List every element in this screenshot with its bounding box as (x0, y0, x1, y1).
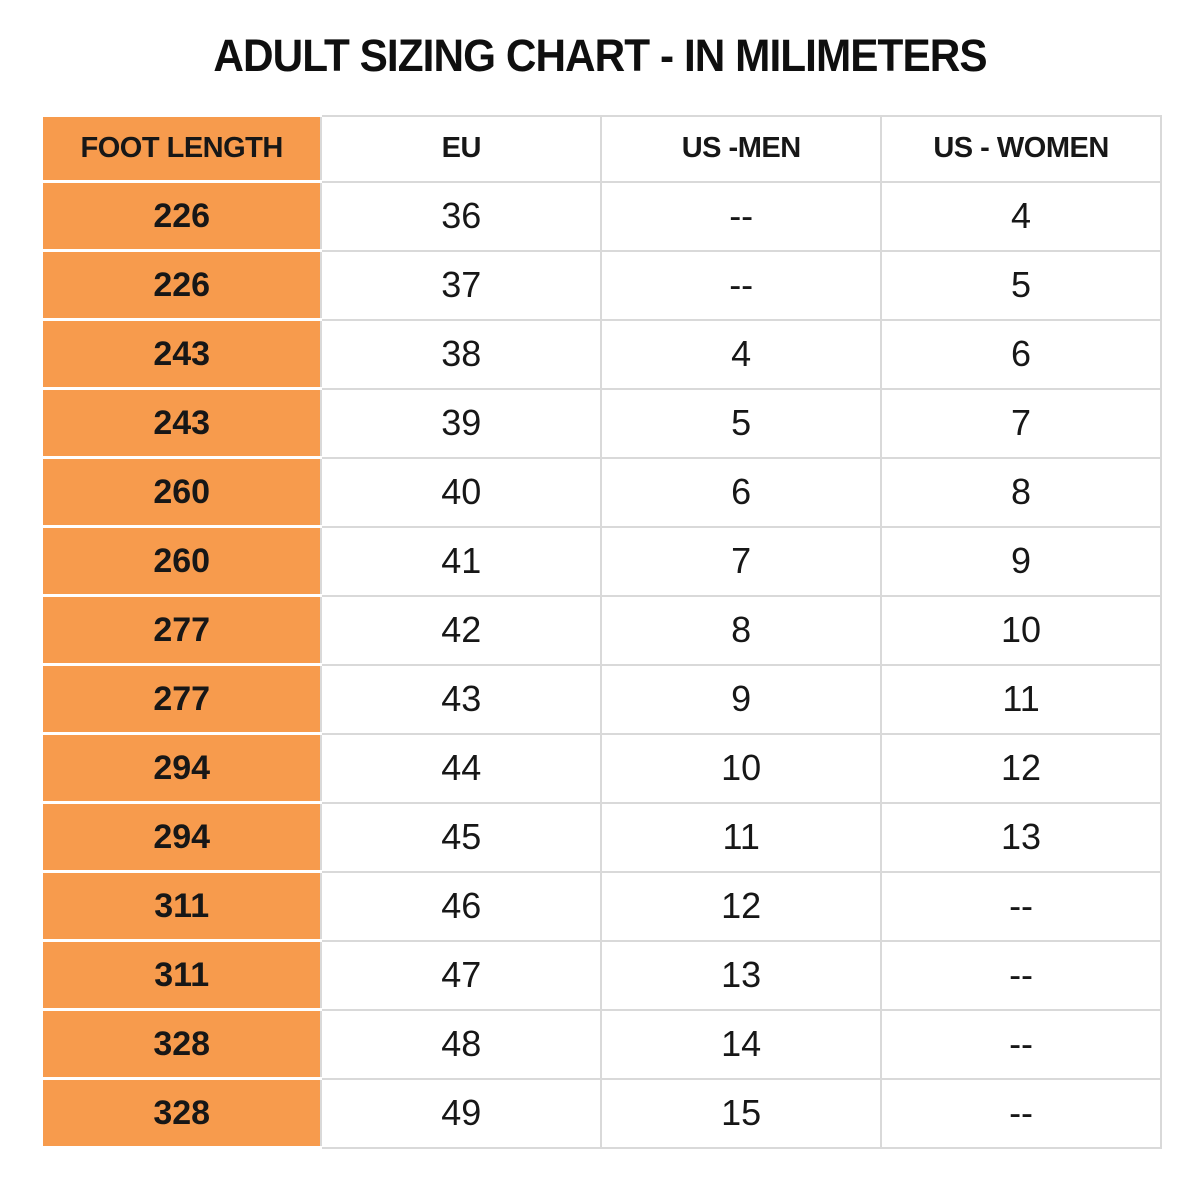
column-header-foot-length: FOOT LENGTH (40, 114, 323, 183)
cell-eu: 42 (320, 594, 603, 666)
cell-eu: 49 (320, 1077, 603, 1149)
cell-foot-length: 226 (40, 180, 323, 252)
cell-us-women: -- (880, 1077, 1162, 1149)
cell-us-men: -- (600, 180, 883, 252)
cell-us-men: 5 (600, 387, 883, 459)
cell-foot-length: 277 (40, 663, 323, 735)
cell-us-women: 11 (880, 663, 1162, 735)
table-row: 243 39 5 7 (40, 387, 1162, 459)
cell-us-men: 11 (600, 801, 883, 873)
cell-eu: 45 (320, 801, 603, 873)
cell-us-women: -- (880, 939, 1162, 1011)
table-header: FOOT LENGTH EU US -MEN US - WOMEN (40, 114, 1162, 183)
cell-eu: 43 (320, 663, 603, 735)
cell-eu: 40 (320, 456, 603, 528)
table-row: 294 44 10 12 (40, 732, 1162, 804)
cell-us-women: -- (880, 870, 1162, 942)
cell-foot-length: 294 (40, 732, 323, 804)
page-title: ADULT SIZING CHART - IN MILIMETERS (213, 30, 987, 81)
cell-foot-length: 311 (40, 870, 323, 942)
cell-us-men: 6 (600, 456, 883, 528)
cell-foot-length: 260 (40, 525, 323, 597)
table-row: 260 41 7 9 (40, 525, 1162, 597)
cell-us-women: 5 (880, 249, 1162, 321)
cell-foot-length: 226 (40, 249, 323, 321)
cell-us-men: 14 (600, 1008, 883, 1080)
table-row: 328 49 15 -- (40, 1077, 1162, 1149)
table-row: 277 42 8 10 (40, 594, 1162, 666)
table-row: 277 43 9 11 (40, 663, 1162, 735)
cell-us-men: 15 (600, 1077, 883, 1149)
sizing-table: FOOT LENGTH EU US -MEN US - WOMEN 226 36… (40, 114, 1162, 1149)
table-header-row: FOOT LENGTH EU US -MEN US - WOMEN (40, 114, 1162, 183)
cell-eu: 47 (320, 939, 603, 1011)
cell-us-women: 8 (880, 456, 1162, 528)
cell-foot-length: 260 (40, 456, 323, 528)
cell-eu: 36 (320, 180, 603, 252)
cell-foot-length: 328 (40, 1008, 323, 1080)
table-row: 328 48 14 -- (40, 1008, 1162, 1080)
cell-us-men: 12 (600, 870, 883, 942)
cell-eu: 44 (320, 732, 603, 804)
cell-eu: 37 (320, 249, 603, 321)
cell-us-men: 13 (600, 939, 883, 1011)
cell-eu: 46 (320, 870, 603, 942)
cell-us-women: 7 (880, 387, 1162, 459)
column-header-eu: EU (320, 114, 603, 183)
table-row: 294 45 11 13 (40, 801, 1162, 873)
cell-foot-length: 294 (40, 801, 323, 873)
table-row: 243 38 4 6 (40, 318, 1162, 390)
cell-us-women: 10 (880, 594, 1162, 666)
cell-foot-length: 328 (40, 1077, 323, 1149)
cell-us-men: 8 (600, 594, 883, 666)
cell-foot-length: 243 (40, 318, 323, 390)
cell-us-women: 6 (880, 318, 1162, 390)
cell-us-men: 7 (600, 525, 883, 597)
cell-us-women: 12 (880, 732, 1162, 804)
cell-us-men: 10 (600, 732, 883, 804)
cell-foot-length: 311 (40, 939, 323, 1011)
cell-us-men: 9 (600, 663, 883, 735)
cell-us-men: 4 (600, 318, 883, 390)
table-row: 260 40 6 8 (40, 456, 1162, 528)
cell-foot-length: 243 (40, 387, 323, 459)
cell-eu: 41 (320, 525, 603, 597)
cell-us-women: -- (880, 1008, 1162, 1080)
cell-eu: 38 (320, 318, 603, 390)
cell-us-men: -- (600, 249, 883, 321)
table-row: 311 47 13 -- (40, 939, 1162, 1011)
cell-us-women: 13 (880, 801, 1162, 873)
table-row: 311 46 12 -- (40, 870, 1162, 942)
column-header-us-women: US - WOMEN (880, 114, 1162, 183)
table-row: 226 37 -- 5 (40, 249, 1162, 321)
cell-eu: 39 (320, 387, 603, 459)
cell-foot-length: 277 (40, 594, 323, 666)
cell-us-women: 4 (880, 180, 1162, 252)
table-row: 226 36 -- 4 (40, 180, 1162, 252)
cell-eu: 48 (320, 1008, 603, 1080)
table-body: 226 36 -- 4 226 37 -- 5 243 38 4 6 243 3… (40, 180, 1162, 1149)
column-header-us-men: US -MEN (600, 114, 883, 183)
cell-us-women: 9 (880, 525, 1162, 597)
